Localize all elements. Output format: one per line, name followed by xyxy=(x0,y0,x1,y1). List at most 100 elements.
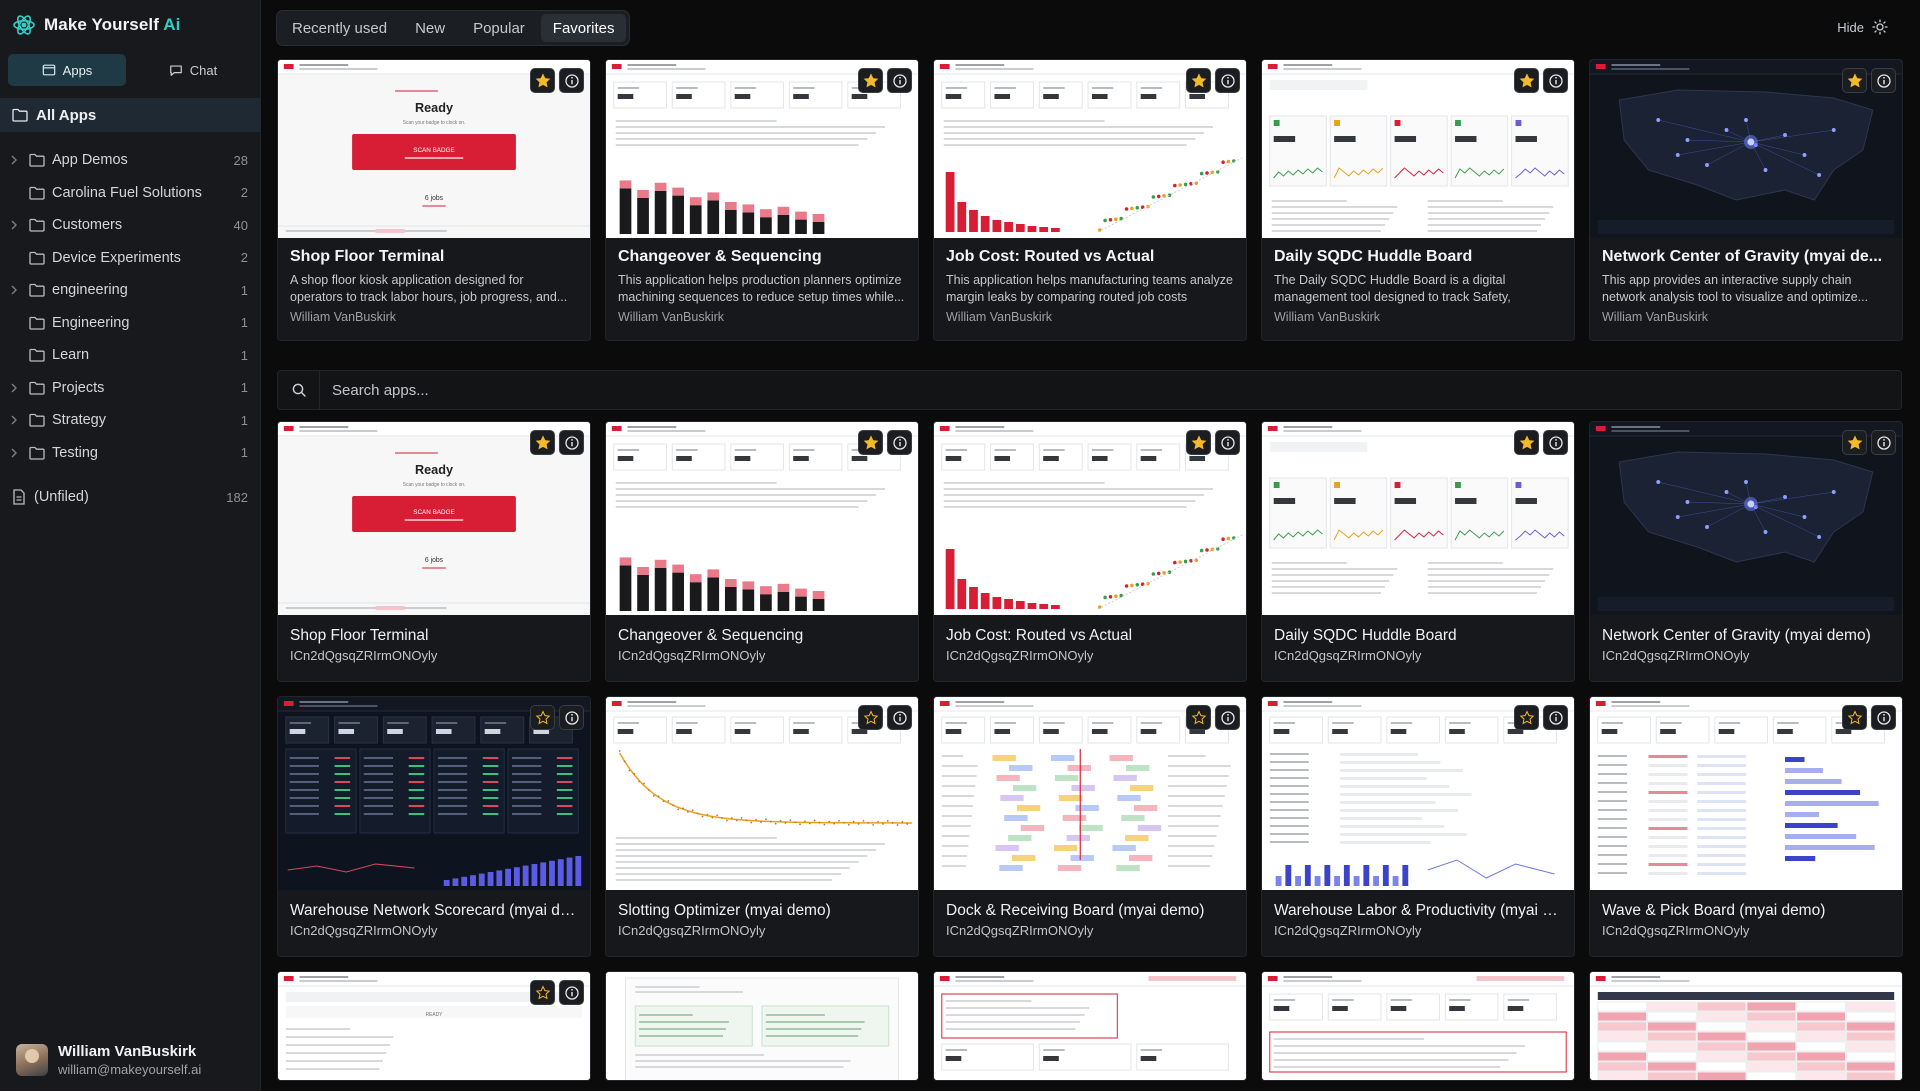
app-card[interactable]: Dock & Receiving Board (myai demo) ICn2dQ… xyxy=(933,696,1247,957)
info-button[interactable] xyxy=(1871,705,1896,730)
favorite-button[interactable] xyxy=(858,705,883,730)
info-button[interactable] xyxy=(1215,430,1240,455)
info-button[interactable] xyxy=(559,705,584,730)
folder-icon xyxy=(29,251,45,265)
favorite-button[interactable] xyxy=(1514,430,1539,455)
folder-label: Projects xyxy=(52,379,105,396)
info-button[interactable] xyxy=(887,705,912,730)
all-apps-item[interactable]: All Apps xyxy=(0,98,260,132)
sidebar-folder-device-experiments[interactable]: Device Experiments 2 xyxy=(0,242,260,275)
apps-mode-button[interactable]: Apps xyxy=(8,54,126,86)
favorite-button[interactable] xyxy=(1186,430,1211,455)
app-card[interactable] xyxy=(933,971,1247,1081)
app-card[interactable]: Ready Scan your badge to clock on. SCAN BA… xyxy=(277,421,591,682)
svg-text:READY: READY xyxy=(426,1012,443,1018)
star-icon xyxy=(1847,709,1862,724)
favorite-card[interactable]: Network Center of Gravity (myai de... Thi… xyxy=(1589,59,1903,341)
info-icon xyxy=(1220,435,1235,450)
tab-favorites[interactable]: Favorites xyxy=(540,14,627,42)
unfiled-item[interactable]: (Unfiled) 182 xyxy=(0,481,260,513)
chevron-right-icon[interactable] xyxy=(10,155,24,165)
sidebar-folder-app-demos[interactable]: App Demos 28 xyxy=(0,144,260,177)
card-app-id: ICn2dQgsqZRIrmONOyly xyxy=(946,648,1094,663)
card-actions xyxy=(1186,705,1240,730)
app-card[interactable]: Daily SQDC Huddle Board ICn2dQgsqZRIrmONO… xyxy=(1261,421,1575,682)
favorite-card[interactable]: Ready Scan your badge to clock on. SCAN BA… xyxy=(277,59,591,341)
favorite-button[interactable] xyxy=(530,430,555,455)
card-description: This application helps production planne… xyxy=(618,273,905,304)
chevron-right-icon[interactable] xyxy=(10,383,24,393)
search-icon-box[interactable] xyxy=(278,370,320,410)
brand[interactable]: Make Yourself Ai xyxy=(0,0,260,50)
favorite-button[interactable] xyxy=(1186,705,1211,730)
sidebar: Make Yourself Ai Apps Chat All Apps App … xyxy=(0,0,261,1091)
favorite-button[interactable] xyxy=(530,705,555,730)
favorite-button[interactable] xyxy=(858,430,883,455)
app-card[interactable]: Warehouse Network Scorecard (myai de... I… xyxy=(277,696,591,957)
favorite-button[interactable] xyxy=(530,980,555,1005)
app-card[interactable]: Warehouse Labor & Productivity (myai de.… xyxy=(1261,696,1575,957)
info-button[interactable] xyxy=(559,430,584,455)
favorite-button[interactable] xyxy=(1842,430,1867,455)
favorite-button[interactable] xyxy=(530,68,555,93)
sidebar-folder-engineering[interactable]: Engineering 1 xyxy=(0,307,260,340)
svg-text:SCAN BADGE: SCAN BADGE xyxy=(413,147,454,154)
info-icon xyxy=(892,73,907,88)
folder-label: Learn xyxy=(52,347,90,364)
chevron-right-icon[interactable] xyxy=(10,220,24,230)
search-input[interactable] xyxy=(320,381,820,399)
app-card[interactable]: READY xyxy=(277,971,591,1081)
sidebar-folder-learn[interactable]: Learn 1 xyxy=(0,339,260,372)
sidebar-folder-carolina-fuel-solutions[interactable]: Carolina Fuel Solutions 2 xyxy=(0,177,260,210)
favorite-button[interactable] xyxy=(1514,68,1539,93)
app-card[interactable] xyxy=(605,971,919,1081)
favorite-button[interactable] xyxy=(1842,68,1867,93)
user-profile[interactable]: William VanBuskirk william@makeyourself.… xyxy=(16,1043,201,1077)
sidebar-folder-customers[interactable]: Customers 40 xyxy=(0,209,260,242)
info-button[interactable] xyxy=(1215,68,1240,93)
folder-count: 1 xyxy=(240,315,248,331)
app-card[interactable]: Network Center of Gravity (myai demo) ICn… xyxy=(1589,421,1903,682)
sidebar-folder-strategy[interactable]: Strategy 1 xyxy=(0,404,260,437)
info-button[interactable] xyxy=(887,430,912,455)
hide-button[interactable]: Hide xyxy=(1837,19,1888,35)
app-card[interactable]: Changeover & Sequencing ICn2dQgsqZRIrmONO… xyxy=(605,421,919,682)
favorite-card[interactable]: Job Cost: Routed vs Actual This applicati… xyxy=(933,59,1247,341)
app-card[interactable] xyxy=(1261,971,1575,1081)
info-button[interactable] xyxy=(1871,430,1896,455)
star-icon xyxy=(1191,709,1206,724)
info-icon xyxy=(892,710,907,725)
info-button[interactable] xyxy=(559,68,584,93)
app-card[interactable]: Job Cost: Routed vs Actual ICn2dQgsqZRIrm… xyxy=(933,421,1247,682)
favorite-button[interactable] xyxy=(1842,705,1867,730)
tab-new[interactable]: New xyxy=(415,19,446,37)
chevron-right-icon[interactable] xyxy=(10,448,24,458)
app-thumbnail xyxy=(934,422,1246,615)
app-card[interactable]: Wave & Pick Board (myai demo) ICn2dQgsqZR… xyxy=(1589,696,1903,957)
info-button[interactable] xyxy=(559,980,584,1005)
chevron-right-icon[interactable] xyxy=(10,415,24,425)
card-app-id: ICn2dQgsqZRIrmONOyly xyxy=(1602,923,1750,938)
info-button[interactable] xyxy=(887,68,912,93)
sidebar-folder-engineering[interactable]: engineering 1 xyxy=(0,274,260,307)
favorite-card[interactable]: Changeover & Sequencing This application … xyxy=(605,59,919,341)
tab-popular[interactable]: Popular xyxy=(473,19,525,37)
info-button[interactable] xyxy=(1871,68,1896,93)
favorite-button[interactable] xyxy=(1514,705,1539,730)
info-button[interactable] xyxy=(1543,68,1568,93)
favorite-button[interactable] xyxy=(858,68,883,93)
info-button[interactable] xyxy=(1543,430,1568,455)
tab-recently-used[interactable]: Recently used xyxy=(292,19,388,37)
info-button[interactable] xyxy=(1543,705,1568,730)
app-card[interactable] xyxy=(1589,971,1903,1081)
chevron-right-icon[interactable] xyxy=(10,285,24,295)
app-card[interactable]: Slotting Optimizer (myai demo) ICn2dQgsqZ… xyxy=(605,696,919,957)
favorite-card[interactable]: Daily SQDC Huddle Board The Daily SQDC Hu… xyxy=(1261,59,1575,341)
info-button[interactable] xyxy=(1215,705,1240,730)
card-actions xyxy=(530,980,584,1005)
sidebar-folder-testing[interactable]: Testing 1 xyxy=(0,437,260,470)
chat-mode-button[interactable]: Chat xyxy=(134,54,252,86)
favorite-button[interactable] xyxy=(1186,68,1211,93)
sidebar-folder-projects[interactable]: Projects 1 xyxy=(0,372,260,405)
svg-text:Scan your badge to clock on.: Scan your badge to clock on. xyxy=(403,482,466,488)
